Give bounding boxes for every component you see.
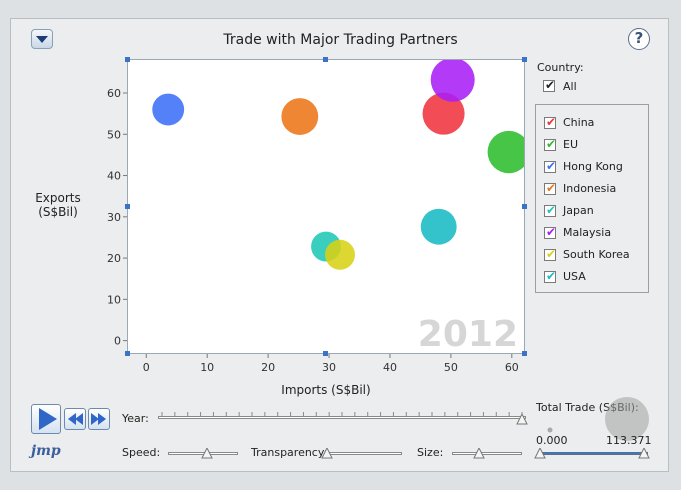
legend-checkbox[interactable]: ✔ [544,269,557,283]
red-triangle-menu-button[interactable] [31,29,53,49]
bubble-china[interactable] [422,92,465,135]
legend-label: USA [563,270,586,283]
legend-checkbox[interactable]: ✔ [544,137,557,151]
bubble-hong-kong[interactable] [152,93,185,126]
x-tick-label: 50 [444,361,458,374]
check-icon: ✔ [545,115,557,129]
resize-handle-bl[interactable] [125,351,130,356]
resize-handle-tl[interactable] [125,57,130,62]
help-button[interactable]: ? [628,28,650,50]
legend-checkbox[interactable]: ✔ [544,181,557,195]
rewind-icon [68,413,83,425]
resize-handle-bm[interactable] [323,351,328,356]
legend-checkbox[interactable]: ✔ [544,247,557,261]
speed-label: Speed: [122,446,161,459]
transparency-slider-thumb[interactable] [321,448,333,459]
size-label: Size: [417,446,444,459]
x-tick-label: 40 [383,361,397,374]
size-slider-track[interactable] [452,452,522,455]
legend-checkbox[interactable]: ✔ [544,159,557,173]
bubble-south-korea[interactable] [325,239,355,270]
resize-handle-mr[interactable] [522,204,527,209]
resize-handle-ml[interactable] [125,204,130,209]
all-label: All [563,80,577,93]
jmp-logo-text: jmp [31,443,61,459]
range-slider-track[interactable] [538,452,648,455]
range-max-value: 113.371 [606,434,652,447]
y-axis-label: Exports (S$Bil) [28,191,88,219]
jmp-logo: jmp [31,440,65,462]
chevron-down-icon [36,36,48,43]
step-forward-button[interactable] [88,408,110,430]
plot-frame[interactable]: 2012 [127,59,525,354]
resize-handle-tm[interactable] [323,57,328,62]
check-icon: ✔ [545,203,557,217]
y-tick-label: 30 [107,211,121,224]
size-slider-thumb[interactable] [472,448,485,459]
transparency-label: Transparency: [251,446,328,459]
legend-label: South Korea [563,248,630,261]
check-icon: ✔ [545,225,557,239]
year-slider-thumb[interactable] [516,414,528,425]
check-icon: ✔ [545,137,557,151]
legend-label: EU [563,138,579,151]
legend-header: Country: [537,61,584,74]
x-tick-label: 0 [143,361,150,374]
year-slider-track[interactable] [158,416,526,419]
speed-slider-thumb[interactable] [200,448,213,459]
help-icon: ? [634,29,644,47]
chart-title: Trade with Major Trading Partners [223,32,458,48]
legend-checkbox[interactable]: ✔ [544,203,557,217]
check-icon: ✔ [544,78,556,92]
bubble-indonesia[interactable] [281,98,319,135]
range-min-value: 0.000 [536,434,568,447]
resize-handle-br[interactable] [522,351,527,356]
y-tick-label: 0 [114,335,121,348]
check-icon: ✔ [545,181,557,195]
y-tick-label: 40 [107,170,121,183]
bubble-chart: 2012 [152,60,524,353]
year-label: Year: [122,412,149,425]
check-icon: ✔ [545,159,557,173]
legend-label: Indonesia [563,182,617,195]
bubble-size-key [547,397,649,441]
bubble-eu[interactable] [487,130,524,174]
y-tick-label: 60 [107,87,121,100]
transparency-slider-track[interactable] [327,452,402,455]
resize-handle-tr[interactable] [522,57,527,62]
play-icon [39,408,57,430]
check-icon: ✔ [545,247,557,261]
y-axis-label-line2: (S$Bil) [38,205,78,219]
fast-forward-icon [91,413,106,425]
step-back-button[interactable] [64,408,86,430]
bubble-malaysia[interactable] [430,60,475,102]
x-tick-label: 30 [322,361,336,374]
range-max-thumb[interactable] [638,448,650,459]
country-legend: ✔ China ✔ EU ✔ Hong Kong ✔ Indonesia ✔ Japan ✔ Mala… [535,104,649,293]
y-tick-label: 10 [107,293,121,306]
all-checkbox[interactable]: ✔ [543,78,556,92]
y-tick-label: 50 [107,128,121,141]
bubble-usa[interactable] [420,208,457,245]
y-tick-label: 20 [107,252,121,265]
legend-checkbox[interactable]: ✔ [544,225,557,239]
year-slider-ticks [161,412,523,416]
play-button[interactable] [31,404,61,434]
check-icon: ✔ [545,269,557,283]
legend-label: Malaysia [563,226,612,239]
legend-label: Hong Kong [563,160,623,173]
legend-checkbox[interactable]: ✔ [544,115,557,129]
legend-label: China [563,116,595,129]
x-tick-label: 20 [261,361,275,374]
y-axis-label-line1: Exports [35,191,81,205]
range-min-thumb[interactable] [534,448,546,459]
x-tick-label: 60 [505,361,519,374]
legend-label: Japan [563,204,594,217]
x-axis-label: Imports (S$Bil) [281,383,371,397]
x-tick-label: 10 [200,361,214,374]
year-watermark: 2012 [418,314,518,353]
